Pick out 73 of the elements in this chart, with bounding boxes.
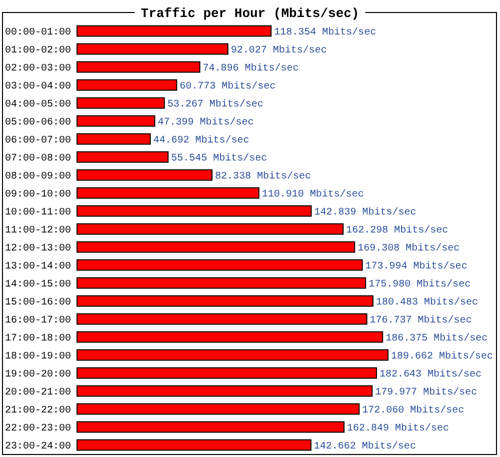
data-label: 92.027 Mbits/sec [230,44,327,56]
bar [76,385,373,397]
y-tick-label: 14:00-15:00 [5,280,72,290]
data-label: 142.839 Mbits/sec [314,206,416,218]
data-label: 53.267 Mbits/sec [167,98,264,110]
y-tick-label: 21:00-22:00 [5,406,72,416]
bar [76,115,156,127]
y-tick-label: 06:00-07:00 [5,136,72,146]
y-tick-label: 17:00-18:00 [5,334,72,344]
bar [76,439,312,451]
y-tick-label: 22:00-23:00 [5,424,72,434]
data-label: 44.692 Mbits/sec [153,134,250,146]
bar [76,403,360,415]
data-label: 118.354 Mbits/sec [274,26,376,38]
bar [76,295,374,307]
data-label: 74.896 Mbits/sec [202,62,299,74]
data-label: 47.399 Mbits/sec [158,116,254,128]
bar [76,241,356,253]
data-label: 55.545 Mbits/sec [171,152,268,164]
bar [76,61,200,73]
y-tick-label: 02:00-03:00 [5,64,72,74]
bar [76,277,366,289]
bar [76,43,228,55]
data-label: 162.849 Mbits/sec [347,422,450,434]
y-tick-label: 05:00-06:00 [5,118,72,128]
chart-title: Traffic per Hour (Mbits/sec) [140,6,360,21]
data-label: 186.375 Mbits/sec [386,332,488,344]
y-tick-label: 04:00-05:00 [5,100,72,110]
y-tick-label: 00:00-01:00 [5,28,72,38]
data-label: 189.662 Mbits/sec [391,350,494,362]
bar [76,169,213,181]
data-label: 173.994 Mbits/sec [365,260,468,272]
y-tick-label: 09:00-10:00 [5,190,72,200]
bar [76,331,384,343]
bar [76,97,165,109]
bar [76,259,363,271]
data-label: 60.773 Mbits/sec [180,80,276,92]
bar [76,205,312,217]
data-label: 142.662 Mbits/sec [314,440,416,452]
data-label: 110.910 Mbits/sec [262,188,364,200]
bar [76,421,345,433]
bar [76,133,151,145]
data-label: 179.977 Mbits/sec [375,386,478,398]
y-tick-label: 03:00-04:00 [5,82,72,92]
y-tick-label: 11:00-12:00 [5,226,72,236]
y-tick-label: 01:00-02:00 [5,46,72,56]
data-label: 169.308 Mbits/sec [358,242,460,254]
y-tick-label: 19:00-20:00 [5,370,72,380]
data-label: 182.643 Mbits/sec [379,368,482,380]
data-label: 176.737 Mbits/sec [370,314,472,326]
bar [76,349,388,361]
y-tick-label: 15:00-16:00 [5,298,72,308]
y-tick-label: 13:00-14:00 [5,262,72,272]
data-label: 172.060 Mbits/sec [362,404,464,416]
bar [76,187,260,199]
bar [76,367,377,379]
data-label: 162.298 Mbits/sec [346,224,448,236]
bar [76,313,368,325]
bar [76,151,169,163]
y-tick-label: 20:00-21:00 [5,388,72,398]
bar [76,223,344,235]
y-tick-label: 10:00-11:00 [5,208,72,218]
bar [76,79,178,91]
y-tick-label: 16:00-17:00 [5,316,72,326]
y-tick-label: 23:00-24:00 [5,442,72,452]
y-tick-label: 07:00-08:00 [5,154,72,164]
data-label: 82.338 Mbits/sec [215,170,312,182]
bar [76,25,272,37]
y-tick-label: 18:00-19:00 [5,352,72,362]
y-tick-label: 12:00-13:00 [5,244,72,254]
y-tick-label: 08:00-09:00 [5,172,72,182]
data-label: 175.980 Mbits/sec [368,278,471,290]
data-label: 180.483 Mbits/sec [376,296,478,308]
